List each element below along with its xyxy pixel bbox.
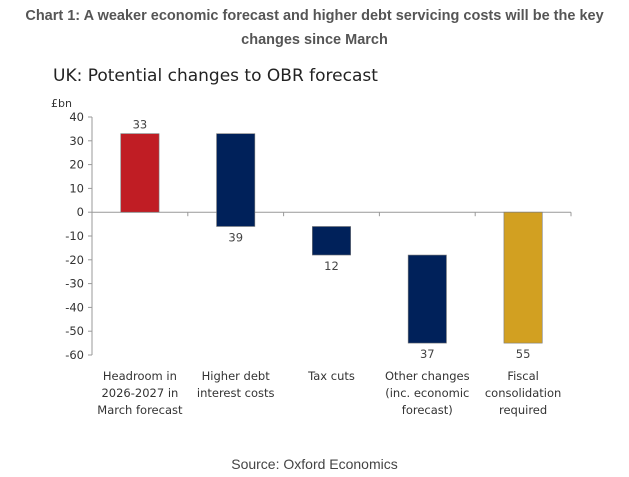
chart-title: UK: Potential changes to OBR forecast (53, 66, 378, 86)
data-label: 37 (420, 347, 435, 361)
chart-headline: Chart 1: A weaker economic forecast and … (0, 4, 629, 52)
source-note: Source: Oxford Economics (231, 456, 398, 472)
headline-line-2: changes since March (241, 32, 388, 48)
bar (407, 254, 447, 344)
x-category-label: Fiscal (507, 369, 539, 383)
y-tick-label: -50 (65, 324, 84, 338)
x-category-label: required (499, 403, 547, 417)
y-tick-label: -30 (65, 277, 84, 291)
data-label: 55 (516, 347, 531, 361)
data-label: 39 (228, 230, 243, 244)
headline-line-1: Chart 1: A weaker economic forecast and … (25, 8, 604, 24)
y-tick-label: 20 (69, 158, 84, 172)
data-labels: 33 39 12 37 55 (133, 118, 531, 361)
x-category-label: March forecast (97, 403, 183, 417)
y-tick-label: -40 (65, 300, 84, 314)
y-tick-label: 10 (69, 181, 84, 195)
x-category-label: forecast) (402, 403, 453, 417)
y-tick-label: 0 (77, 205, 84, 219)
x-category-label: Other changes (385, 369, 470, 383)
data-label: 33 (133, 118, 148, 132)
x-category-label: (inc. economic (385, 386, 469, 400)
x-category-label: consolidation (485, 386, 561, 400)
x-category-label: Tax cuts (307, 369, 355, 383)
y-tick-label: -60 (65, 348, 84, 362)
bars (120, 133, 543, 344)
y-axis-unit-label: £bn (51, 97, 72, 110)
data-label: 12 (324, 259, 339, 273)
y-tick-label: 30 (69, 134, 84, 148)
bar (120, 133, 160, 213)
bar (216, 133, 256, 227)
y-tick-label: -20 (65, 253, 84, 267)
axes: 40 30 20 10 0 -10 -20 -30 -40 -50 -60 (65, 110, 572, 362)
x-category-label: Headroom in (103, 369, 177, 383)
x-category-label: 2026-2027 in (101, 386, 178, 400)
bar (503, 211, 543, 344)
category-labels: Headroom in 2026-2027 in March forecast Hig… (97, 369, 561, 417)
y-tick-label: -10 (65, 229, 84, 243)
bar (312, 226, 351, 256)
x-category-label: interest costs (197, 386, 275, 400)
x-category-label: Higher debt (202, 369, 271, 383)
y-tick-label: 40 (69, 110, 84, 124)
